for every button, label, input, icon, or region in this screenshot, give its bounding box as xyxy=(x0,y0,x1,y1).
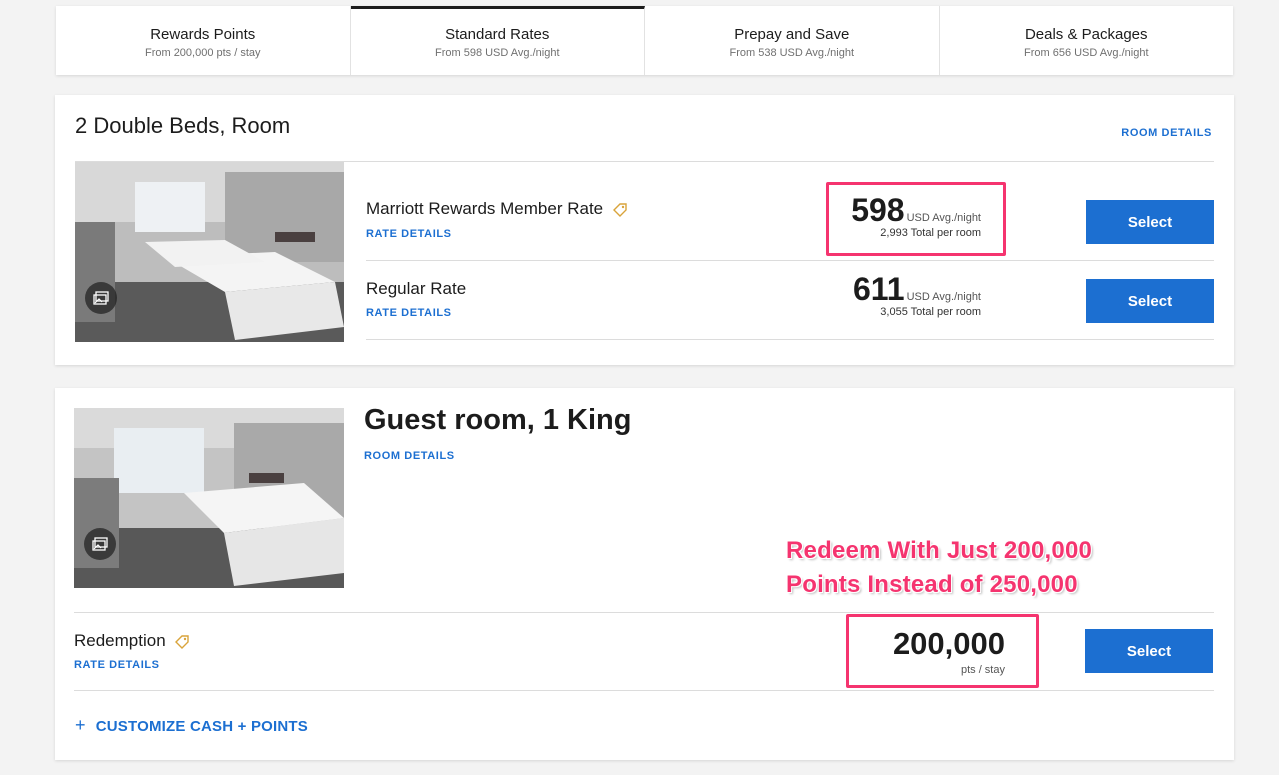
tab-deals-packages[interactable]: Deals & Packages From 656 USD Avg./night xyxy=(940,6,1234,75)
customize-label: CUSTOMIZE CASH + POINTS xyxy=(95,718,308,735)
gallery-icon[interactable] xyxy=(85,282,117,314)
room-details-link[interactable]: ROOM DETAILS xyxy=(364,450,455,462)
tab-subtitle: From 538 USD Avg./night xyxy=(729,47,855,59)
points-block: 200,000 pts / stay xyxy=(893,626,1005,676)
select-button[interactable]: Select xyxy=(1085,629,1213,673)
tab-title: Deals & Packages xyxy=(1024,26,1148,43)
rate-name: Redemption xyxy=(74,631,190,651)
rate-name-text: Redemption xyxy=(74,631,166,650)
price-unit: USD Avg./night xyxy=(906,291,981,303)
room-card-double-beds: 2 Double Beds, Room ROOM DETAILS Marriot… xyxy=(55,95,1234,365)
tab-standard-rates[interactable]: Standard Rates From 598 USD Avg./night xyxy=(350,6,645,75)
tab-title: Standard Rates xyxy=(445,26,550,43)
plus-icon: + xyxy=(75,715,86,735)
tab-subtitle: From 656 USD Avg./night xyxy=(1023,47,1149,59)
rate-name: Marriott Rewards Member Rate xyxy=(366,199,628,219)
divider xyxy=(74,690,1214,691)
divider xyxy=(74,612,1214,613)
price-block: 611 USD Avg./night 3,055 Total per room xyxy=(853,271,981,318)
price-amount: 598 xyxy=(851,192,905,228)
divider xyxy=(75,161,1214,162)
points-unit: pts / stay xyxy=(960,664,1005,676)
rate-tabs: Rewards Points From 200,000 pts / stay S… xyxy=(56,6,1233,75)
rate-details-link[interactable]: RATE DETAILS xyxy=(366,307,452,319)
room-details-link[interactable]: ROOM DETAILS xyxy=(1121,127,1212,139)
room-photo[interactable] xyxy=(74,408,344,588)
highlight-box xyxy=(826,182,1006,256)
tag-icon xyxy=(612,202,627,217)
annotation-line: Points Instead of 250,000 xyxy=(786,571,1078,598)
rate-name: Regular Rate xyxy=(366,279,466,299)
rate-details-link[interactable]: RATE DETAILS xyxy=(366,228,452,240)
room-card-guest-king: Guest room, 1 King ROOM DETAILS Redeem W… xyxy=(55,388,1234,760)
gallery-icon[interactable] xyxy=(84,528,116,560)
price-block: 598 USD Avg./night 2,993 Total per room xyxy=(851,192,981,239)
rate-name-text: Regular Rate xyxy=(366,279,467,298)
room-photo[interactable] xyxy=(75,162,344,342)
tab-prepay-and-save[interactable]: Prepay and Save From 538 USD Avg./night xyxy=(645,6,940,75)
price-total: 3,055 Total per room xyxy=(880,306,981,318)
divider xyxy=(366,339,1214,340)
price-total: 2,993 Total per room xyxy=(880,227,981,239)
tab-title: Prepay and Save xyxy=(734,26,850,43)
room-title: Guest room, 1 King xyxy=(364,404,632,436)
promo-annotation: Redeem With Just 200,000 Points Instead … xyxy=(786,534,1092,602)
room-title: 2 Double Beds, Room xyxy=(75,113,291,138)
tag-icon xyxy=(175,634,190,649)
tab-subtitle: From 200,000 pts / stay xyxy=(144,47,261,59)
rate-name-text: Marriott Rewards Member Rate xyxy=(366,199,604,218)
tab-subtitle: From 598 USD Avg./night xyxy=(434,47,560,59)
rate-details-link[interactable]: RATE DETAILS xyxy=(74,659,160,671)
price-unit: USD Avg./night xyxy=(906,212,981,224)
price-amount: 611 xyxy=(852,271,905,307)
points-amount: 200,000 xyxy=(892,626,1005,661)
tab-rewards-points[interactable]: Rewards Points From 200,000 pts / stay xyxy=(56,6,351,75)
highlight-box xyxy=(846,614,1039,688)
select-button[interactable]: Select xyxy=(1086,200,1214,244)
annotation-line: Redeem With Just 200,000 xyxy=(786,537,1093,564)
customize-cash-points-link[interactable]: + CUSTOMIZE CASH + POINTS xyxy=(75,715,308,736)
tab-title: Rewards Points xyxy=(150,26,256,43)
select-button[interactable]: Select xyxy=(1086,279,1214,323)
divider xyxy=(366,260,1214,261)
